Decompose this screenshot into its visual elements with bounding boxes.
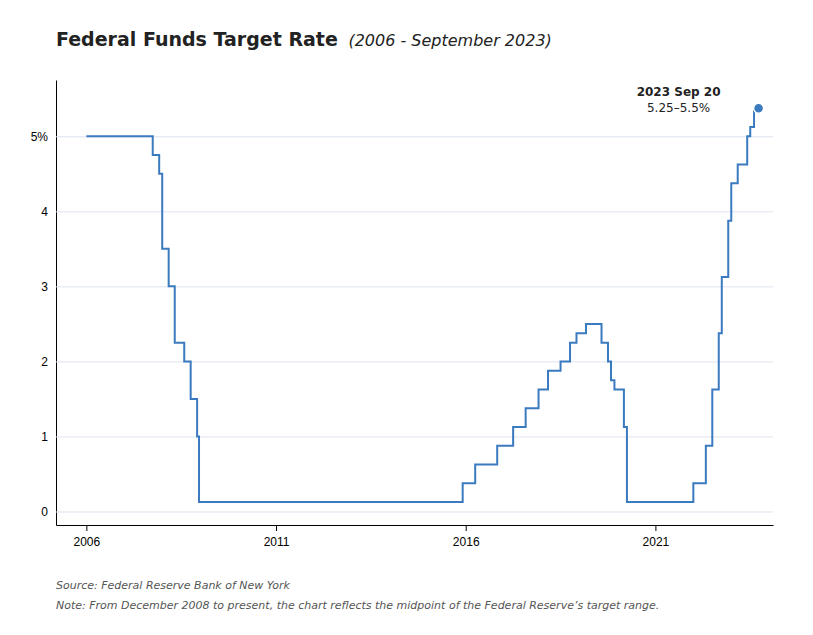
x-tick: 2016 (453, 525, 480, 549)
source: Source: Federal Reserve Bank of New York (56, 579, 291, 592)
y-tick-label: 1 (41, 430, 48, 444)
chart: 0 1 2 3 4 5% 2006 2011 2016 2021 5.25–5.5% 2023 Sep… (0, 0, 813, 635)
y-axis-line (56, 81, 57, 526)
x-tick-label: 2011 (264, 535, 290, 549)
y-tick: 3 (41, 280, 773, 294)
x-tick-label: 2021 (643, 535, 670, 549)
rate-line (86, 108, 758, 502)
title: Federal Funds Target Rate (56, 28, 344, 50)
annotation: 5.25–5.5% (647, 101, 710, 115)
x-tick-label: 2016 (453, 535, 480, 549)
y-tick-label: 2 (41, 355, 48, 369)
x-axis-line (57, 525, 774, 526)
tick-line (466, 525, 467, 531)
grid-line (56, 136, 773, 137)
y-tick: 1 (41, 430, 773, 444)
marks (86, 103, 763, 502)
tick-line (86, 525, 87, 531)
x-axis: 2006 2011 2016 2021 (57, 525, 774, 549)
y-tick-label: 4 (41, 205, 48, 219)
x-tick: 2011 (264, 525, 290, 549)
y-tick: 4 (41, 205, 773, 219)
x-tick: 2021 (643, 525, 670, 549)
plot: 0 1 2 3 4 5% 2006 2011 2016 2021 5.25–5.5% 2023 Sep… (31, 81, 774, 549)
x-tick-label: 2006 (73, 535, 100, 549)
y-axis: 0 1 2 3 4 5% (31, 81, 773, 526)
tick-line (276, 525, 277, 531)
y-tick-label: 5% (31, 130, 49, 144)
note: Note: From December 2008 to present, the… (56, 599, 659, 612)
end-dot (754, 103, 764, 113)
y-tick-label: 0 (41, 505, 48, 519)
grid-line (56, 286, 773, 287)
annotation: 2023 Sep 20 (637, 85, 721, 99)
grid-line (56, 211, 773, 212)
grid-line (56, 511, 773, 512)
y-tick: 0 (41, 505, 773, 519)
x-tick: 2006 (73, 525, 100, 549)
subtitle: (2006 - September 2023) (348, 31, 551, 50)
grid-line (56, 361, 773, 362)
y-tick-label: 3 (41, 280, 48, 294)
grid-line (56, 436, 773, 437)
y-tick: 2 (41, 355, 773, 369)
tick-line (655, 525, 656, 531)
